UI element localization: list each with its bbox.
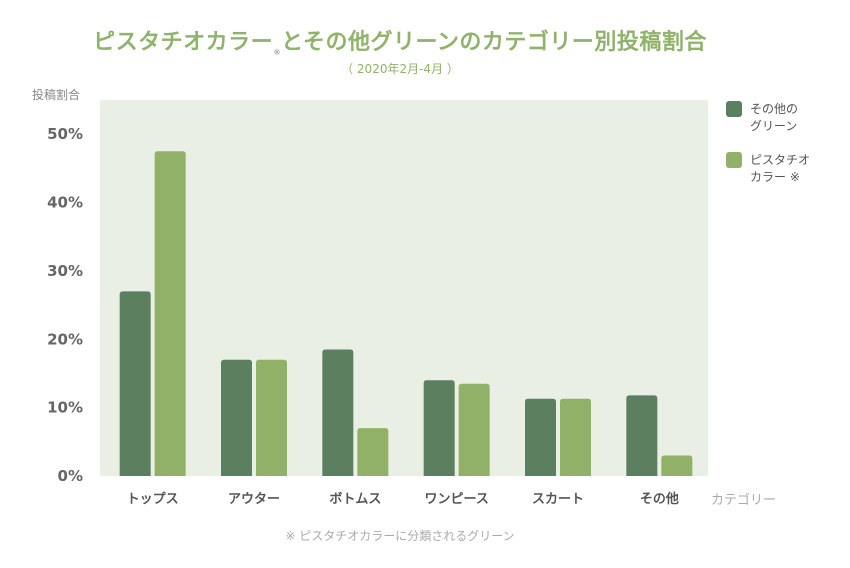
y-tick-label: 0%	[58, 467, 83, 485]
bar-other-green	[626, 395, 658, 476]
y-tick-label: 20%	[47, 330, 83, 348]
bar-other-green	[119, 291, 151, 476]
legend-label-other-green: その他の グリーン	[750, 101, 850, 135]
x-tick-label: トップス	[127, 492, 179, 507]
bar-pistachio	[154, 151, 186, 477]
footnote: ※ ピスタチオカラーに分類されるグリーン	[285, 529, 515, 543]
x-tick-label: ボトムス	[329, 491, 381, 507]
legend-label-line: グリーン	[750, 119, 798, 133]
title-note-mark: ※	[273, 48, 282, 58]
bar-pistachio	[458, 383, 490, 476]
legend-label-line: その他の	[750, 102, 799, 116]
bar-pistachio	[357, 428, 389, 476]
x-tick-label: ワンピース	[424, 492, 488, 507]
x-axis-label: カテゴリー	[711, 493, 777, 508]
legend-label-line: ピスタチオ	[750, 153, 811, 167]
bar-other-green	[525, 398, 556, 476]
y-tick-label: 30%	[47, 262, 83, 280]
y-tick-label: 10%	[47, 399, 83, 417]
legend-label-pistachio: ピスタチオ カラー ※	[750, 152, 850, 186]
plot-background	[100, 100, 708, 476]
x-tick-label: スカート	[532, 492, 584, 507]
y-tick-label: 50%	[47, 125, 83, 143]
bar-pistachio	[661, 455, 693, 476]
legend-swatch-pistachio	[726, 152, 742, 168]
legend-swatch-other-green	[726, 101, 742, 117]
chart-title: ピスタチオカラー※とその他グリーンのカテゴリー別投稿割合	[0, 24, 800, 58]
bar-other-green	[221, 359, 252, 476]
bar-pistachio	[560, 398, 591, 476]
chart-subtitle: （ 2020年2月-4月 ）	[341, 62, 459, 76]
x-tick-label: その他	[640, 491, 679, 507]
legend-label-line: カラー ※	[750, 170, 800, 184]
bar-pistachio	[256, 359, 287, 476]
y-tick-label: 40%	[47, 194, 83, 212]
bar-other-green	[322, 349, 354, 476]
x-tick-label: アウター	[228, 492, 280, 507]
y-axis-label: 投稿割合	[32, 88, 81, 102]
bar-other-green	[423, 380, 455, 476]
chart-title-rest: とその他グリーンのカテゴリー別投稿割合	[281, 30, 707, 55]
chart-title-text: ピスタチオカラー	[93, 30, 274, 55]
